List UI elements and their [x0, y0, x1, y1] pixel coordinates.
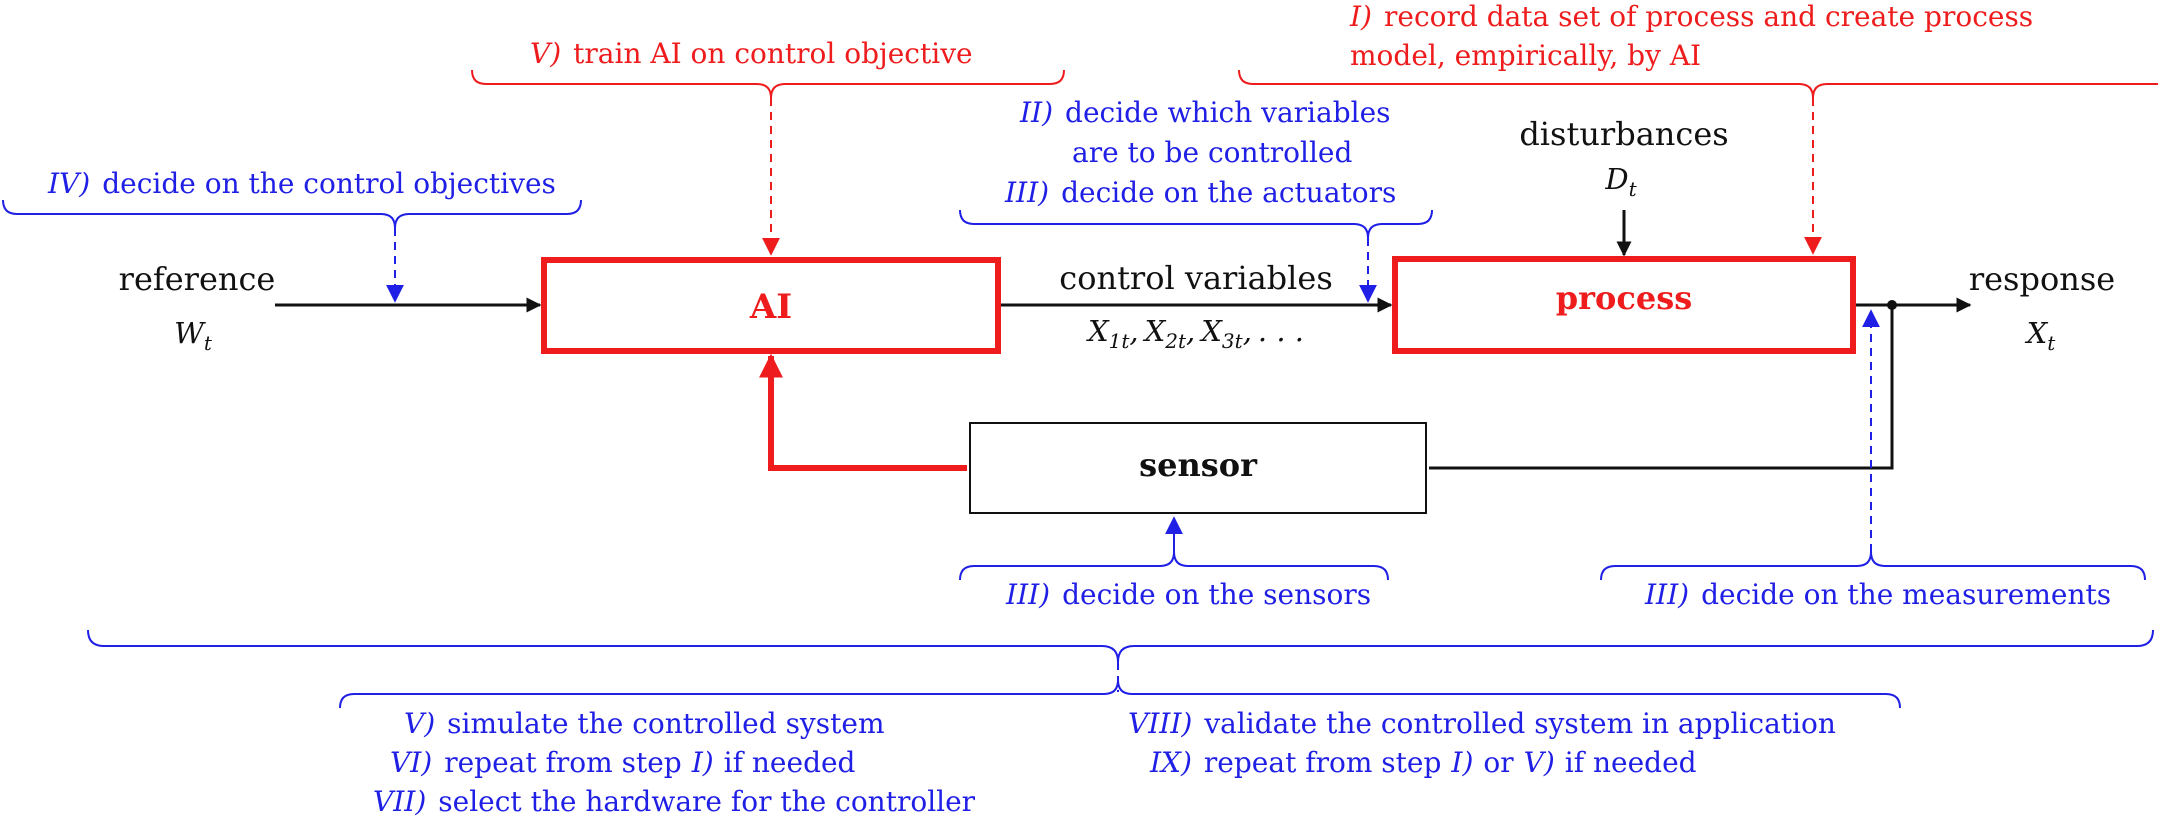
disturbances-label: disturbances: [1519, 115, 1728, 153]
step-I-brace: [1238, 69, 2158, 99]
step-IX: IX) repeat from step I) or V) if needed: [1149, 746, 1697, 779]
step-V-simulate: V) simulate the controlled system: [404, 707, 885, 740]
step-VIII: VIII) validate the controlled system in a…: [1128, 707, 1836, 740]
step-V-train: V) train AI on control objective: [530, 37, 973, 70]
reference-symbol: Wt: [174, 316, 213, 355]
sensor-feedback-arrow: [759, 353, 967, 471]
step-III-actuators-brace: [959, 209, 1433, 239]
disturbances-symbol: Dt: [1604, 162, 1637, 201]
sensor-block-label: sensor: [1139, 446, 1258, 484]
step-VII: VII) select the hardware for the controll…: [373, 785, 976, 818]
measurement-feedback-line: [1429, 305, 1894, 470]
later-steps-brace: [339, 679, 1901, 709]
step-III-actuators: III) decide on the actuators: [1004, 176, 1396, 209]
step-II-line1: II) decide which variables: [1019, 96, 1391, 129]
step-I-line2: model, empirically, by AI: [1350, 39, 1701, 72]
process-block: [1392, 256, 1856, 354]
step-IV: IV) decide on the control objectives: [47, 167, 556, 200]
ai-block: [541, 257, 1001, 354]
control-variables-label: control variables: [1059, 259, 1332, 297]
step-I-line1: I) record data set of process and create …: [1349, 0, 2033, 33]
step-III-measurements: III) decide on the measurements: [1644, 578, 2111, 611]
step-II-line2: are to be controlled: [1072, 136, 1353, 169]
step-III-measurements-brace: [1600, 551, 2146, 581]
reference-label: reference: [119, 260, 276, 298]
sensor-block: [969, 422, 1427, 514]
overall-system-brace: [87, 629, 2154, 663]
step-IV-brace: [2, 199, 582, 229]
step-III-sensors: III) decide on the sensors: [1005, 578, 1371, 611]
ai-block-label: AI: [749, 287, 792, 327]
step-III-sensors-brace: [959, 551, 1389, 581]
response-label: response: [1969, 260, 2115, 298]
control-variables-symbols: X1t, X2t, X3t,. . .: [1086, 314, 1304, 353]
process-block-label: process: [1556, 279, 1692, 317]
response-symbol: Xt: [2025, 316, 2057, 355]
step-VI: VI) repeat from step I) if needed: [390, 746, 856, 779]
step-V-train-brace: [471, 69, 1065, 99]
